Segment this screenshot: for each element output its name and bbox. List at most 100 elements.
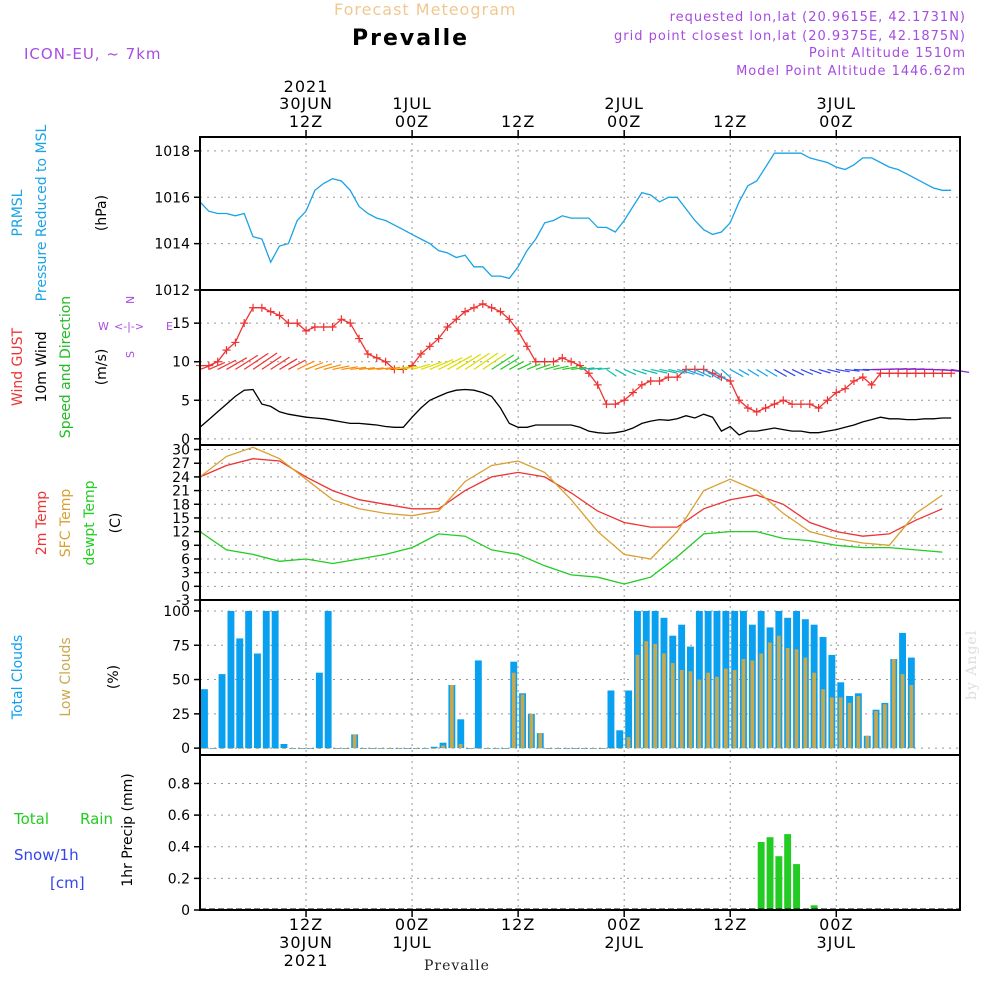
wind-dir-arrow: [455, 353, 482, 370]
gust-marker: [461, 307, 470, 316]
bar-clouds-lowcl: [503, 748, 507, 749]
gust-marker: [302, 326, 311, 335]
bar-clouds-lowcl: [556, 748, 560, 749]
wind-dir-arrow: [526, 363, 541, 370]
label-snow-unit: [cm]: [50, 874, 85, 892]
wind-dir-arrow: [685, 368, 705, 377]
wind-dir-arrow: [500, 357, 520, 370]
wind-dir-arrow: [738, 368, 750, 376]
gust-marker: [567, 357, 576, 366]
bar-clouds-lowcl: [732, 670, 737, 749]
ytick-label-pressure: 1016: [154, 190, 190, 206]
label-snow: Snow/1h: [14, 846, 79, 864]
gust-marker: [231, 338, 240, 347]
bar-clouds-lowcl: [812, 672, 816, 749]
gust-marker: [443, 323, 452, 332]
bar-clouds-lowcl: [255, 748, 260, 749]
wind-dir-arrow: [632, 368, 647, 375]
bar-clouds-totcl: [315, 672, 323, 749]
wind-dir-arrow: [314, 363, 333, 370]
footer-station: Prevalle: [424, 958, 490, 974]
wind-dir-arrow: [756, 368, 769, 377]
top-time-label: 00Z: [819, 112, 853, 131]
bar-precip-rain: [784, 834, 792, 910]
gust-marker: [894, 369, 903, 378]
gust-marker: [355, 334, 364, 343]
bar-clouds-lowcl: [211, 748, 216, 749]
compass-north: N: [124, 296, 137, 304]
bar-clouds-totcl: [457, 719, 465, 749]
bar-clouds-lowcl: [715, 676, 719, 749]
wind-dir-arrow: [509, 361, 524, 370]
bar-clouds-lowcl: [317, 748, 322, 749]
bar-clouds-lowcl: [361, 748, 366, 749]
requested-coords: requested lon,lat (20.9615E, 42.1731N): [669, 10, 966, 25]
gust-marker: [372, 353, 381, 362]
label-precip-unit: 1hr Precip (mm): [120, 773, 136, 886]
wind-dir-arrow: [729, 368, 744, 378]
bar-clouds-lowcl: [794, 649, 799, 749]
gust-marker: [452, 315, 461, 324]
bar-clouds-lowcl: [626, 737, 631, 749]
top-time-label: 1JUL: [392, 94, 432, 113]
bar-clouds-lowcl: [564, 748, 569, 749]
bar-clouds-lowcl: [670, 663, 675, 749]
model-altitude: Model Point Altitude 1446.62m: [736, 64, 966, 79]
bar-clouds-totcl: [227, 611, 235, 749]
ytick-label-temp: 12: [172, 525, 190, 541]
gust-marker: [920, 369, 929, 378]
wind-dir-arrow: [659, 368, 677, 374]
bar-clouds-lowcl: [352, 734, 357, 749]
bar-clouds-totcl: [262, 611, 270, 749]
wind-dir-arrow: [367, 367, 384, 371]
gust-marker: [293, 319, 302, 328]
gust-marker: [805, 400, 814, 409]
watermark: by Angel: [964, 629, 980, 700]
wind-dir-arrow: [235, 354, 259, 370]
gust-marker: [620, 396, 629, 405]
bar-clouds-lowcl: [423, 748, 428, 749]
bottom-time-label: 12Z: [501, 915, 535, 934]
frame-precip: [199, 754, 961, 911]
gust-marker: [593, 380, 602, 389]
gust-marker: [408, 361, 417, 370]
ytick-label-precip: 0.6: [168, 808, 190, 824]
label-prmsl: PRMSL: [10, 189, 26, 236]
gust-marker: [664, 373, 673, 382]
wind-dir-arrow: [818, 368, 831, 374]
gust-marker: [469, 303, 478, 312]
bar-clouds-lowcl: [405, 748, 410, 749]
bar-clouds-lowcl: [273, 748, 277, 749]
bar-clouds-totcl: [324, 611, 332, 749]
model-label: ICON-EU, ~ 7km: [24, 45, 162, 63]
wind-dir-arrow: [429, 359, 454, 370]
gust-marker: [222, 346, 231, 355]
wind-dir-arrow: [217, 359, 237, 370]
label-10m-wind: 10m Wind: [34, 331, 50, 402]
bar-clouds-lowcl: [821, 689, 825, 749]
gust-marker: [434, 334, 443, 343]
wind-dir-arrow: [332, 365, 350, 371]
gust-marker: [425, 342, 434, 351]
frame-clouds: [199, 599, 961, 756]
bar-clouds-lowcl: [379, 748, 383, 749]
wind-dir-arrow: [623, 368, 637, 376]
bar-clouds-lowcl: [494, 748, 498, 749]
gust-marker: [337, 315, 346, 324]
wind-dir-arrow: [261, 355, 282, 370]
gust-marker: [319, 323, 328, 332]
wind-dir-arrow: [394, 366, 409, 371]
ytick-label-clouds: 75: [172, 638, 190, 654]
panel-frames: [194, 130, 961, 917]
label-dewpt-temp: dewpt Temp: [82, 480, 98, 565]
wind-dir-arrow: [279, 358, 298, 370]
frame-temp: [199, 444, 961, 601]
gust-marker: [796, 400, 805, 409]
bar-clouds-totcl: [245, 611, 253, 749]
bar-clouds-lowcl: [662, 653, 666, 749]
wind-dir-arrow: [535, 363, 551, 370]
bar-clouds-lowcl: [830, 697, 834, 749]
label-2m-temp: 2m Temp: [34, 491, 50, 555]
bottom-time-label: 2JUL: [604, 933, 644, 952]
label-temp-unit: (C): [108, 513, 124, 534]
